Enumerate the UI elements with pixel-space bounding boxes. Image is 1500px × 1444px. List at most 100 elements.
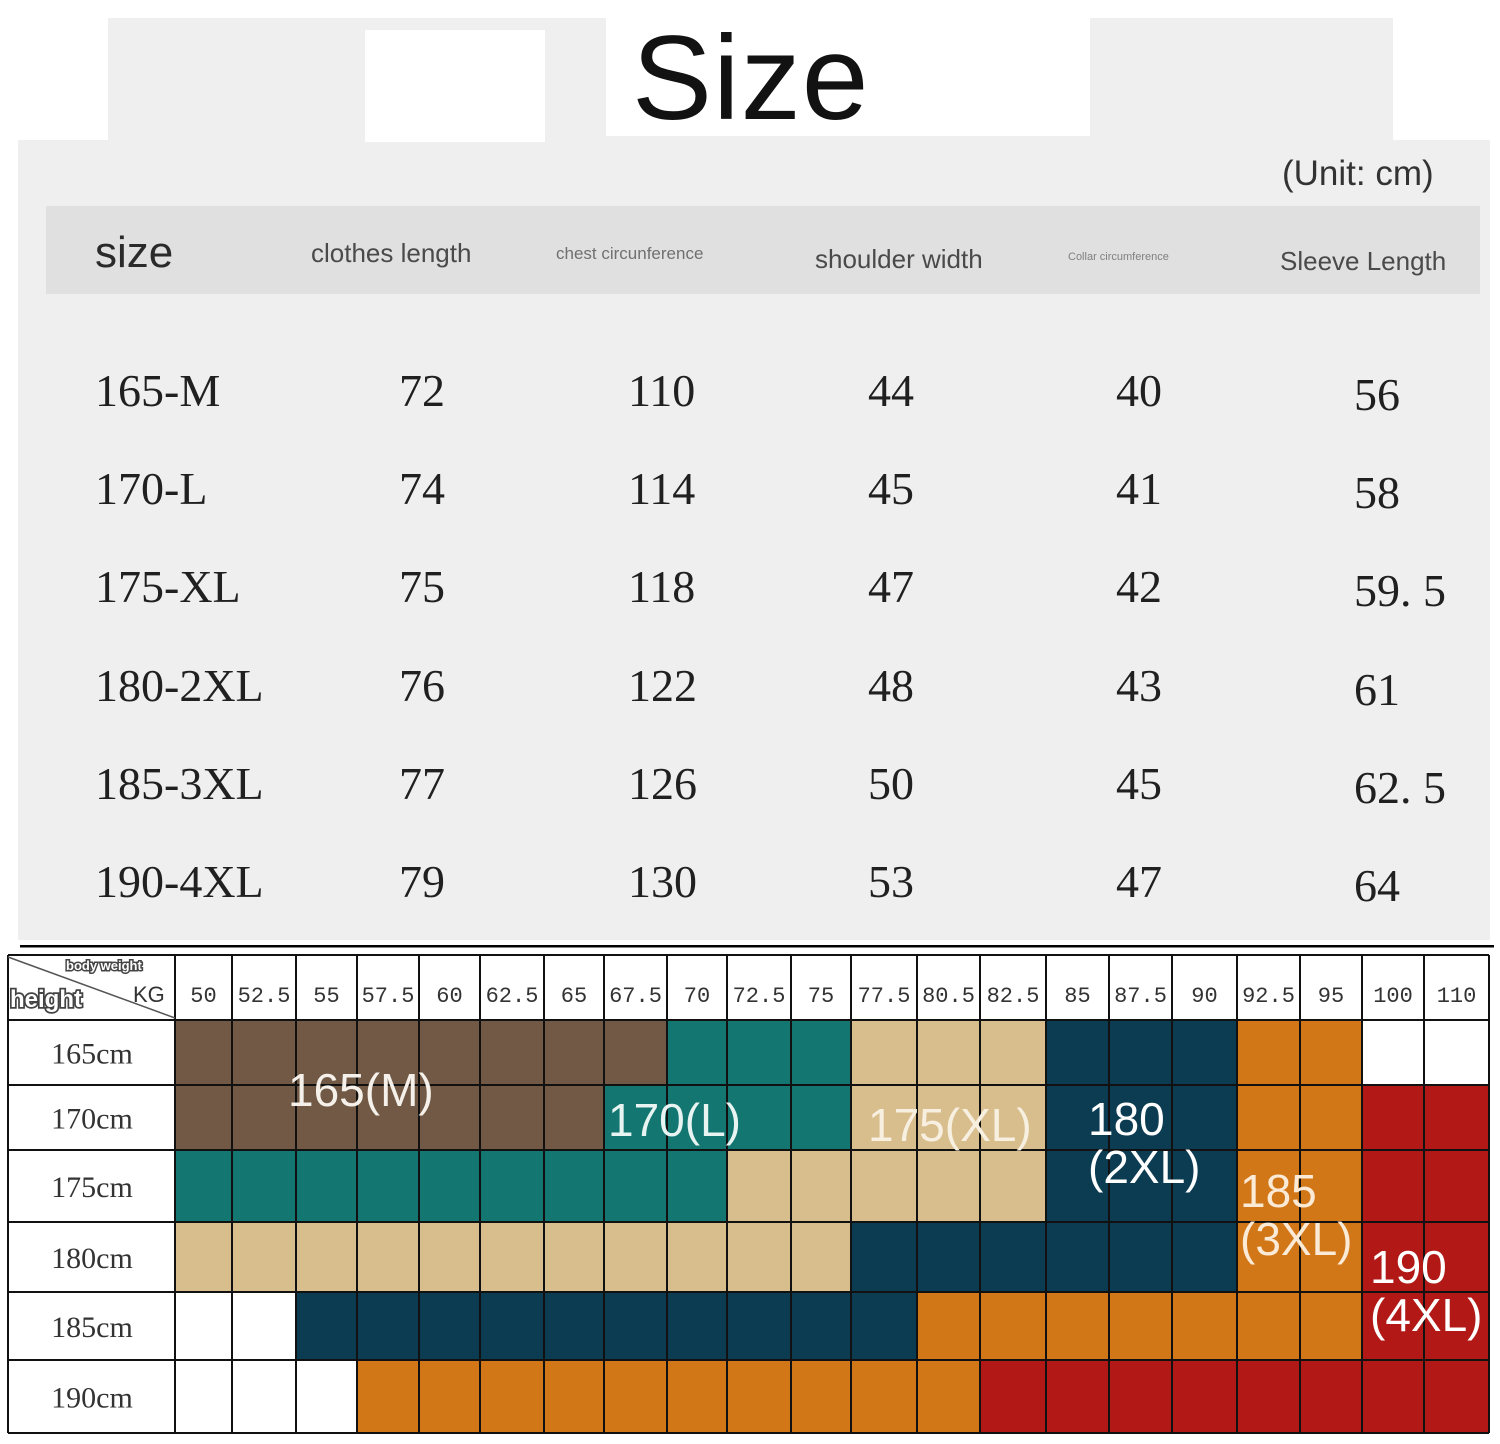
cell-collar: 40 [1116,365,1162,416]
grid-cell-3xl [1172,1292,1237,1360]
grid-cell-l [544,1150,604,1222]
grid-cell-m [232,1020,296,1085]
weight-header: 85 [1064,984,1090,1009]
grid-cell-3xl [1300,1292,1362,1360]
grid-cell-l [296,1150,357,1222]
header-shoulder-width: shoulder width [815,244,983,274]
page-title: Size [632,11,870,145]
size-region-label: 170(L) [608,1094,741,1146]
grid-cell-m [175,1020,232,1085]
grid-cell-l [791,1085,851,1150]
grid-cell-2xl [1109,1085,1172,1150]
header-collar-circumference: Collar circumference [1068,251,1169,263]
grid-cell-3xl [604,1360,667,1433]
grid-cell-4xl [1362,1292,1424,1360]
grid-cell-3xl [1300,1222,1362,1292]
grid-cell-xl [419,1222,480,1292]
grid-cell-2xl [1046,1150,1109,1222]
corner-diagonal [7,956,176,1019]
grid-cell-l [667,1150,727,1222]
grid-cell-2xl [727,1292,791,1360]
size-region-label: 175(XL) [868,1099,1032,1151]
grid-cell-l [667,1020,727,1085]
header-sleeve-length: Sleeve Length [1280,246,1447,276]
weight-header: 100 [1373,984,1413,1009]
cell-sleeve: 62. 5 [1354,762,1446,813]
grid-cell-2xl [1046,1222,1109,1292]
cell-shoulder: 44 [868,365,914,416]
grid-cell-2xl [296,1292,357,1360]
grid-cell-3xl [791,1360,851,1433]
cell-size: 180-2XL [95,660,264,711]
grid-cell-2xl [917,1222,980,1292]
weight-header: 60 [436,984,462,1009]
cell-clothes-length: 77 [399,758,445,809]
grid-cell-m [604,1020,667,1085]
grid-cell-xl [727,1150,791,1222]
weight-header: 95 [1318,984,1344,1009]
cell-chest: 126 [628,758,697,809]
grid-cell-none [232,1292,296,1360]
grid-cell-4xl [1046,1360,1109,1433]
grid-cell-l [727,1085,791,1150]
grid-cell-l [791,1020,851,1085]
grid-cell-4xl [1424,1292,1489,1360]
table-row: 165-M 72 110 44 40 56 [0,364,1500,424]
grid-cell-3xl [1300,1150,1362,1222]
grid-cell-3xl [1046,1292,1109,1360]
corner-body-weight-label: body weight [66,958,143,973]
weight-header: 110 [1437,984,1477,1009]
unit-note: (Unit: cm) [1282,154,1434,193]
grid-cell-none [1424,1020,1489,1085]
weight-header: 77.5 [858,984,911,1009]
size-region-label: (2XL) [1088,1141,1200,1193]
weight-header: 67.5 [609,984,662,1009]
grid-cell-xl [851,1150,917,1222]
grid-cell-m [357,1085,419,1150]
cell-clothes-length: 74 [399,463,445,514]
grid-cell-2xl [1109,1020,1172,1085]
grid-cell-none [232,1360,296,1433]
grid-cell-xl [980,1020,1046,1085]
grid-cell-3xl [851,1360,917,1433]
grid-cell-none [175,1292,232,1360]
header-size: size [95,228,174,277]
height-label: 175cm [51,1171,133,1204]
grid-cell-m [296,1085,357,1150]
grid-cell-3xl [419,1360,480,1433]
weight-header: 90 [1191,984,1217,1009]
height-label: 180cm [51,1242,133,1275]
weight-header: 75 [808,984,834,1009]
grid-cell-2xl [667,1292,727,1360]
grid-cell-xl [791,1150,851,1222]
corner-kg-label: KG [133,982,165,1007]
height-label: 170cm [51,1103,133,1136]
grid-cell-2xl [357,1292,419,1360]
grid-cell-xl [980,1085,1046,1150]
grid-cell-4xl [1424,1150,1489,1222]
grid-cell-xl [791,1222,851,1292]
grid-cell-3xl [357,1360,419,1433]
table-row: 175-XL 75 118 47 42 59. 5 [0,560,1500,620]
size-table-panel: Size (Unit: cm) size clothes length ches… [0,11,1500,940]
weight-header: 55 [313,984,339,1009]
cell-chest: 118 [628,561,696,612]
grid-cell-m [544,1020,604,1085]
grid-cell-3xl [1237,1292,1300,1360]
grid-cell-xl [357,1222,419,1292]
grid-cells [175,1020,1489,1433]
grid-cell-l [604,1150,667,1222]
grid-cell-l [667,1085,727,1150]
cell-sleeve: 64 [1354,860,1400,911]
grid-cell-3xl [480,1360,544,1433]
grid-cell-3xl [727,1360,791,1433]
grid-cell-m [419,1085,480,1150]
grid-cell-none [296,1360,357,1433]
grid-cell-xl [544,1222,604,1292]
cell-shoulder: 48 [868,660,914,711]
grid-cell-4xl [1362,1085,1424,1150]
grid-cell-m [480,1020,544,1085]
grid-cell-2xl [419,1292,480,1360]
grid-cell-xl [851,1020,917,1085]
cell-chest: 110 [628,365,696,416]
